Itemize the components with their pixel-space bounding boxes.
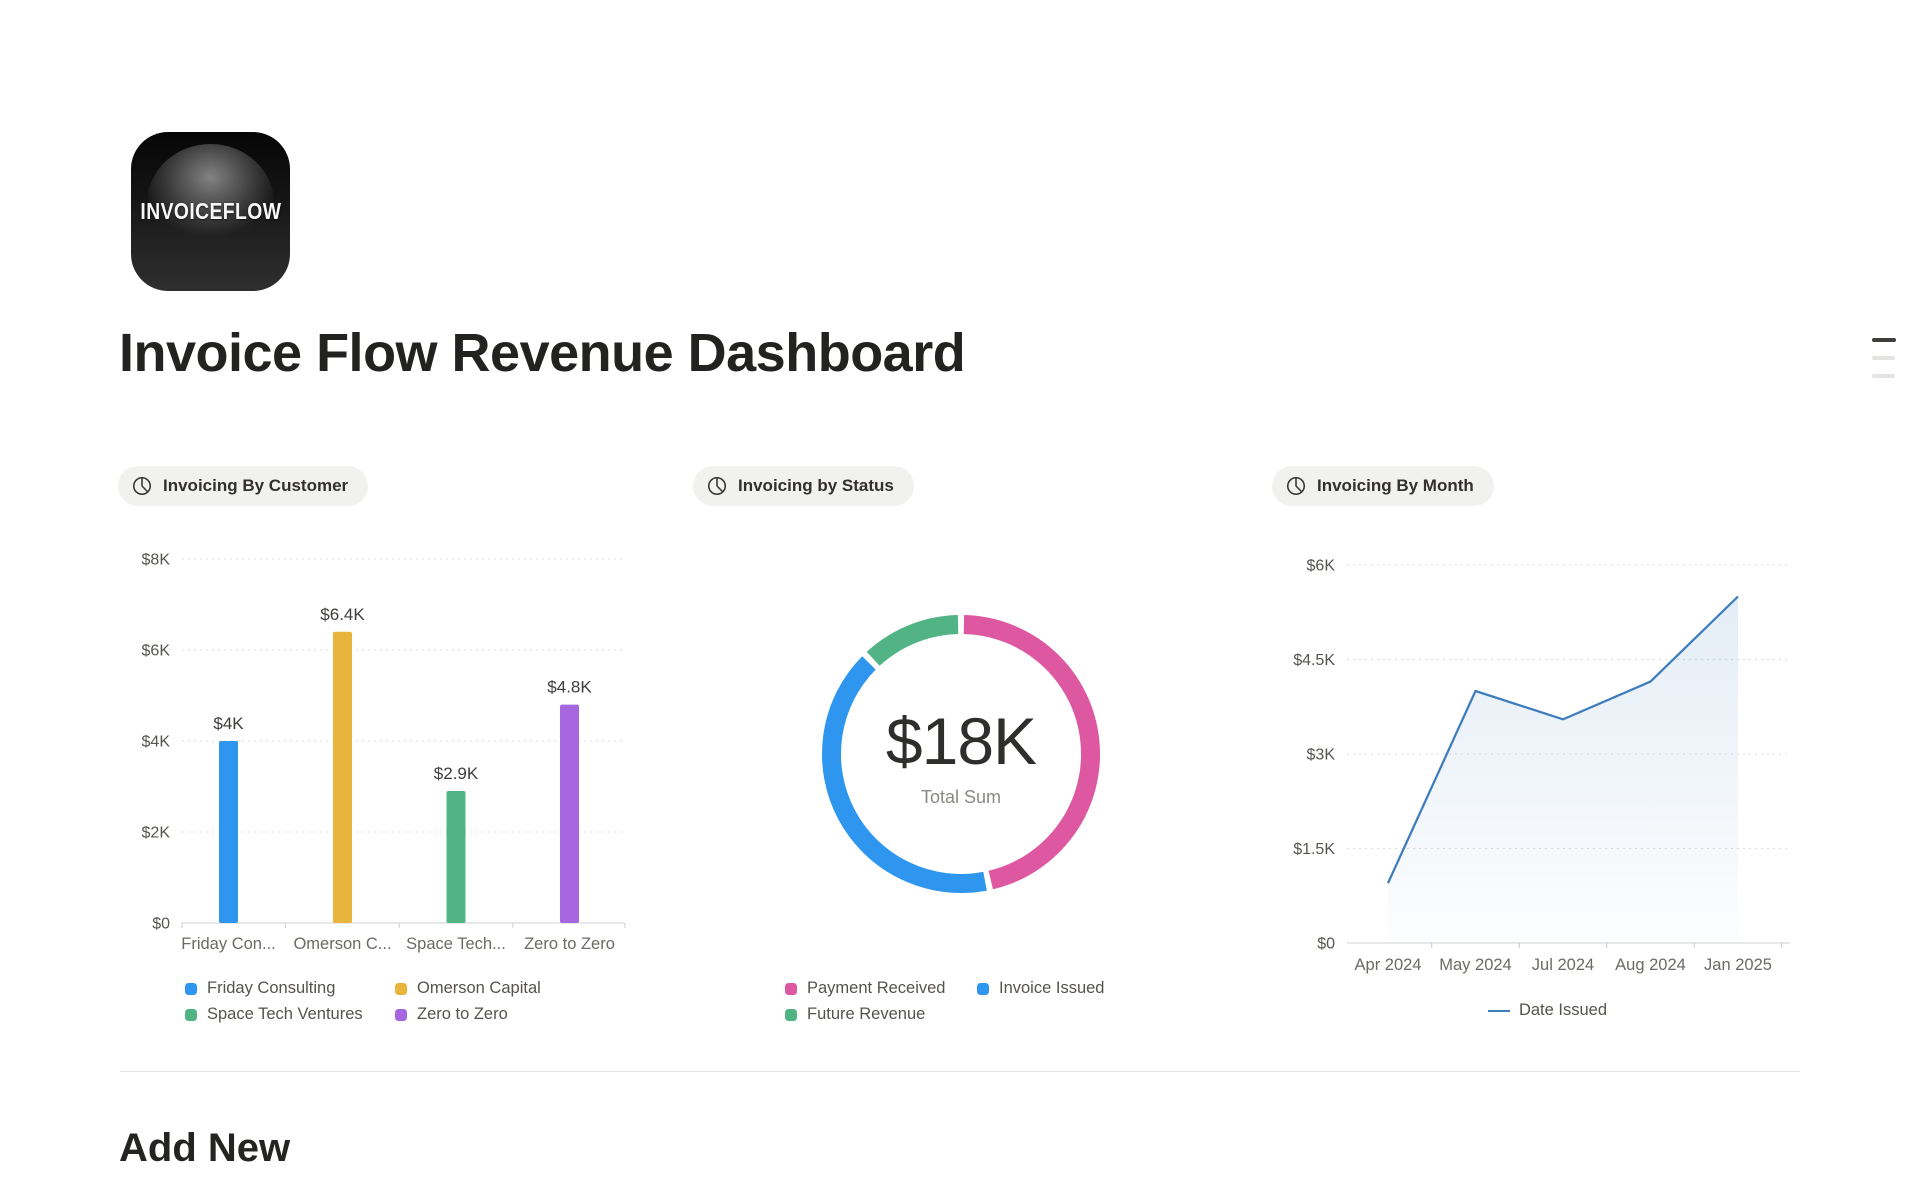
x-axis-label: May 2024 — [1439, 956, 1511, 974]
legend-marker — [185, 1008, 197, 1021]
legend-label: Date Issued — [1518, 1001, 1608, 1019]
line-chart-invoicing-by-month: $6K $4.5K $3K $1.5K $0 Apr 2024 May 2024 Jul 20… — [1293, 558, 1790, 974]
legend-label: Space Tech Ventures — [207, 1005, 363, 1023]
donut-segment-1 — [822, 656, 987, 893]
section-divider — [120, 1071, 1800, 1072]
x-axis-label: Aug 2024 — [1615, 956, 1686, 974]
legend-marker — [185, 982, 197, 995]
bar-chart-legend: Friday Consulting Omerson Capital Space Te… — [185, 979, 541, 1024]
y-axis-label: $4.5K — [1293, 652, 1335, 669]
pie-chart-icon — [132, 476, 152, 496]
x-axis-label: Zero to Zero — [524, 935, 615, 953]
pie-chart-icon — [707, 476, 727, 496]
legend-item: Future Revenue — [785, 1005, 977, 1024]
legend-marker — [785, 982, 797, 995]
bar-2 — [446, 791, 466, 923]
legend-marker — [395, 982, 407, 995]
legend-item: Omerson Capital — [395, 979, 541, 998]
toc-item[interactable] — [1872, 338, 1896, 342]
legend-item: Zero to Zero — [395, 1005, 541, 1024]
app-icon-label: INVOICEFLOW — [140, 198, 281, 224]
line-chart-legend: Date Issued — [1290, 1001, 1805, 1020]
donut-segment-2 — [866, 615, 959, 666]
bar-value-label: $2.9K — [434, 764, 479, 783]
legend-label: Future Revenue — [807, 1005, 926, 1023]
section-badge-invoicing-by-customer: Invoicing By Customer — [118, 466, 369, 506]
legend-marker — [785, 1008, 797, 1021]
section-badge-invoicing-by-month: Invoicing By Month — [1272, 466, 1494, 506]
y-axis-label: $0 — [152, 916, 170, 933]
legend-label: Invoice Issued — [999, 979, 1105, 997]
x-axis-label: Omerson C... — [293, 935, 391, 953]
x-axis-label: Space Tech... — [406, 935, 506, 953]
bar-value-label: $4.8K — [547, 678, 592, 697]
line-series-date-issued — [1386, 595, 1739, 884]
pie-chart-icon — [1286, 476, 1306, 496]
y-axis-label: $4K — [142, 734, 171, 751]
add-new-heading: Add New — [119, 1126, 291, 1170]
y-axis-label: $2K — [142, 825, 171, 842]
legend-item: Payment Received — [785, 979, 977, 998]
y-axis-label: $3K — [1307, 747, 1336, 764]
bar-value-label: $4K — [213, 714, 244, 733]
toc-item[interactable] — [1872, 374, 1895, 378]
legend-marker — [977, 982, 989, 995]
legend-marker — [395, 1008, 407, 1021]
app-icon: INVOICEFLOW — [131, 132, 290, 291]
donut-chart-invoicing-by-status — [822, 615, 1100, 893]
toc-item[interactable] — [1872, 356, 1895, 360]
table-of-contents-indicator[interactable] — [1872, 338, 1896, 392]
legend-label: Omerson Capital — [417, 979, 541, 997]
section-badge-label: Invoicing By Customer — [163, 476, 349, 495]
legend-item: Invoice Issued — [977, 979, 1104, 998]
y-axis-label: $6K — [142, 643, 171, 660]
section-badge-label: Invoicing By Month — [1317, 476, 1474, 495]
area-fill — [1388, 596, 1738, 943]
legend-label: Payment Received — [807, 979, 946, 997]
bar-1 — [333, 631, 352, 923]
x-axis-label: Friday Con... — [181, 935, 275, 953]
bar-3 — [560, 704, 579, 923]
y-axis-label: $6K — [1307, 558, 1336, 575]
y-axis-label: $1.5K — [1293, 841, 1335, 858]
donut-segment-0 — [963, 615, 1100, 890]
legend-line-marker — [1487, 1009, 1510, 1012]
bar-chart-invoicing-by-customer: $8K $6K $4K $2K $0 $4K Friday Con... $6.4K Omers… — [142, 552, 626, 953]
legend-item: Friday Consulting — [185, 979, 395, 998]
page-title: Invoice Flow Revenue Dashboard — [119, 323, 966, 383]
legend-label: Zero to Zero — [417, 1005, 508, 1023]
section-badge-label: Invoicing by Status — [738, 476, 894, 495]
x-axis-label: Apr 2024 — [1355, 956, 1422, 974]
legend-label: Friday Consulting — [207, 979, 336, 997]
y-axis-label: $8K — [142, 552, 171, 569]
x-axis-label: Jan 2025 — [1704, 956, 1772, 974]
section-badge-invoicing-by-status: Invoicing by Status — [693, 466, 914, 506]
y-axis-label: $0 — [1317, 936, 1335, 953]
bar-value-label: $6.4K — [320, 605, 365, 624]
x-axis-label: Jul 2024 — [1532, 956, 1594, 974]
legend-item: Space Tech Ventures — [185, 1005, 395, 1024]
bar-0 — [219, 741, 238, 923]
donut-chart-legend: Payment Received Invoice Issued Future Rev… — [785, 979, 1104, 1024]
